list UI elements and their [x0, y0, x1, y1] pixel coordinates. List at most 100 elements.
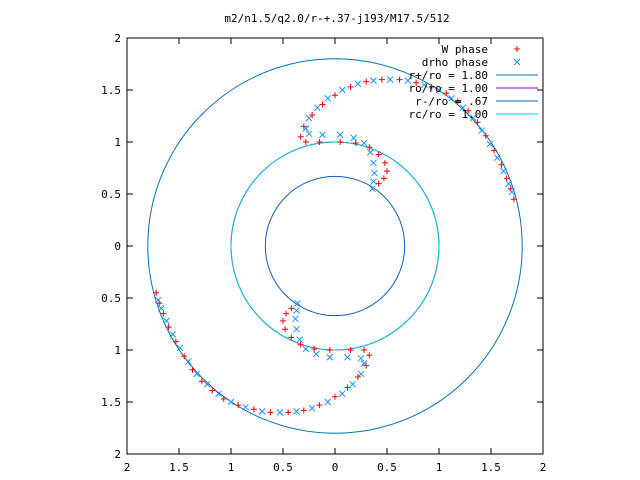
drho-phase-point [157, 305, 165, 312]
drho-phase-point [163, 317, 170, 325]
legend-label: r-/ro = .67 [415, 95, 488, 108]
drho-phase-point [154, 296, 162, 304]
w-phase-point [491, 147, 498, 154]
drho-phase-point [308, 404, 316, 412]
x-tick-label: 1.5 [481, 461, 501, 474]
x-tick-label: 1 [228, 461, 235, 474]
drho-phase-point [370, 159, 377, 167]
drho-phase-point [354, 80, 362, 88]
drho-phase-point [367, 149, 374, 156]
drho-phase-point [336, 131, 344, 139]
circle-r-ro-67 [264, 175, 406, 317]
w-phase-point [326, 347, 333, 353]
legend-marker [513, 58, 521, 66]
drho-phase-point [293, 307, 300, 314]
w-phase-point [347, 347, 354, 353]
w-phase-point [267, 409, 274, 416]
w-phase-point [288, 305, 295, 312]
drho-phase-point [293, 325, 300, 333]
drho-phase-point [302, 125, 310, 132]
w-phase-point [311, 345, 318, 352]
w-phase-point [396, 76, 403, 83]
drho-phase-point [215, 390, 222, 398]
x-tick-label: 2 [124, 461, 131, 474]
drho-phase-point [296, 336, 303, 343]
w-phase-point [428, 83, 435, 90]
drho-phase-point [370, 77, 377, 84]
drho-phase-point [193, 370, 201, 378]
x-tick-labels: 2 1.5 1 0.5 0 0.5 1 1.5 2 [124, 461, 547, 474]
drho-phase-point [305, 130, 313, 138]
drho-phase-point [505, 180, 513, 187]
x-tick-label: 0.5 [273, 461, 293, 474]
drho-phase-point [227, 398, 235, 406]
w-phase-point [474, 119, 481, 126]
drho-phase-point [360, 139, 368, 147]
legend-marker [514, 46, 520, 52]
drho-phase-point [319, 131, 326, 139]
w-phase-point [363, 78, 370, 85]
drho-phase-point [324, 94, 332, 102]
w-phase-point [302, 139, 309, 145]
drho-phase-point [293, 408, 300, 415]
w-phase-point [454, 98, 461, 105]
y-tick-label: 2 [114, 32, 121, 45]
drho-phase-point [500, 167, 507, 175]
x-tick-label: 1.5 [169, 461, 189, 474]
drho-phase-point [486, 140, 494, 148]
w-phase-point [366, 144, 373, 151]
drho-phase-point [357, 370, 365, 378]
y-tick-label: 1.5 [101, 84, 121, 97]
series-w-phase [153, 76, 517, 416]
drho-phase-point [448, 94, 455, 102]
drho-phase-point [344, 353, 351, 361]
w-phase-point [297, 341, 304, 348]
legend-label: drho phase [422, 56, 488, 69]
y-tick-label: 2 [114, 448, 121, 461]
drho-phase-point [371, 169, 378, 177]
y-tick-label: 0 [114, 240, 121, 253]
y-tick-label: 1.5 [101, 396, 121, 409]
w-phase-point [381, 159, 388, 166]
legend-label: ro/ro = 1.00 [409, 82, 488, 95]
axis-ticks [126, 37, 544, 455]
legend-label: W phase [442, 43, 488, 56]
drho-phase-point [305, 114, 313, 122]
w-phase-point [283, 310, 290, 317]
w-phase-point [172, 338, 179, 345]
drho-phase-point [176, 344, 184, 352]
reference-circles [147, 58, 523, 434]
circle-r-ro-1-80 [147, 58, 523, 434]
w-phase-point [332, 92, 338, 99]
drho-phase-point [185, 358, 192, 365]
drho-phase-point [478, 127, 485, 134]
x-tick-label: 1 [436, 461, 443, 474]
w-phase-point [332, 393, 338, 400]
x-tick-label: 0 [332, 461, 339, 474]
drho-phase-point [312, 350, 320, 358]
w-phase-point [344, 384, 351, 391]
circle-ro-ro-1-00 [230, 141, 440, 351]
w-phase-point [347, 83, 354, 90]
w-phase-point [285, 409, 292, 416]
x-tick-label: 0.5 [377, 461, 397, 474]
w-phase-point [316, 402, 323, 409]
w-phase-point [375, 180, 382, 187]
drho-phase-point [493, 154, 501, 161]
y-tick-label: 1 [114, 136, 121, 149]
drho-phase-point [338, 390, 346, 398]
w-phase-point [282, 326, 289, 333]
drho-phase-point [386, 76, 394, 83]
drho-phase-point [324, 398, 332, 406]
drho-phase-point [369, 185, 376, 193]
w-phase-point [319, 101, 326, 108]
w-phase-point [375, 151, 382, 158]
drho-phase-point [469, 114, 477, 122]
w-phase-point [280, 317, 286, 324]
w-phase-point [235, 402, 242, 409]
w-phase-point [366, 352, 373, 359]
drho-phase-point [258, 408, 266, 415]
w-phase-point [443, 90, 450, 97]
